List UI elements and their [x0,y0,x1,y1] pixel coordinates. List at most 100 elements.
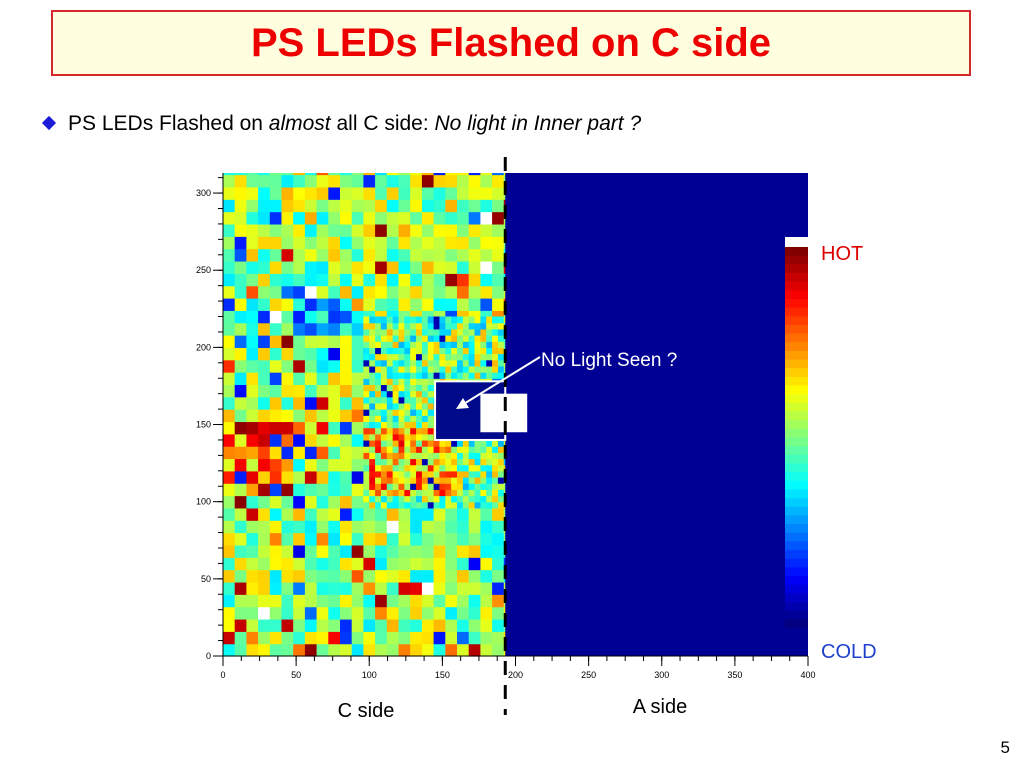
heatmap-cell [281,260,294,274]
heatmap-fine-cell [416,446,423,453]
heatmap-cell [281,174,294,188]
heatmap-cell [410,594,423,608]
heatmap-cell [386,507,400,521]
heatmap-cell [234,581,247,595]
heatmap-cell [281,396,294,410]
heatmap-fine-cell [462,476,470,484]
heatmap-cell [269,618,283,632]
heatmap-fine-cell [421,415,429,423]
y-tick-label: 0 [206,651,211,661]
heatmap-fine-cell [369,341,376,348]
heatmap-fine-cell [468,322,476,330]
heatmap-fine-cell [462,446,470,453]
heatmap-cell [328,409,341,423]
heatmap-cell [258,433,271,447]
heatmap-fine-cell [380,353,388,361]
heatmap-cell [234,433,247,447]
heatmap-fine-cell [421,495,429,503]
heatmap-cell [223,211,236,225]
heatmap-cell [398,557,411,571]
heatmap-cell [293,347,306,361]
heatmap-fine-cell [497,452,505,460]
heatmap-fine-cell [380,495,388,503]
heatmap-cell [223,557,236,571]
heatmap-cell [281,372,294,386]
heatmap-cell [246,199,259,213]
heatmap-cell [328,569,341,583]
heatmap-fine-cell [457,446,464,453]
heatmap-fine-cell [427,427,435,435]
heatmap-fine-cell [451,365,458,373]
heatmap-fine-cell [445,328,452,336]
heatmap-cell [480,618,493,632]
heatmap-cell [398,581,411,595]
heatmap-fine-cell [416,390,423,398]
heatmap-fine-cell [439,483,446,490]
heatmap-fine-cell [486,347,493,355]
heatmap-cell [258,273,271,287]
heatmap-cell [340,643,353,657]
heatmap-fine-cell [380,427,388,435]
heatmap-fine-cell [386,501,394,509]
heatmap-cell [445,297,458,311]
heatmap-cell [281,458,294,472]
heatmap-fine-cell [427,402,435,410]
heatmap-fine-cell [386,341,394,348]
heatmap-cell [351,409,364,423]
heatmap-cell [281,335,294,348]
heatmap-cell [468,594,481,608]
heatmap-cell [340,273,353,287]
heatmap-cell [258,507,271,521]
heatmap-fine-cell [386,365,394,373]
heatmap-fine-cell [503,316,506,324]
heatmap-fine-cell [416,470,423,478]
heatmap-cell [316,446,329,460]
heatmap-fine-cell [363,476,370,484]
x-tick-label: 400 [800,670,815,680]
heatmap-fine-cell [416,427,423,435]
heatmap-cell [258,520,271,534]
heatmap-cell [293,273,306,287]
heatmap-fine-cell [480,476,487,484]
heatmap-fine-cell [404,439,411,447]
heatmap-fine-cell [386,378,394,386]
heatmap-fine-cell [421,501,429,509]
heatmap-fine-cell [433,328,441,336]
heatmap-cell [304,569,318,583]
heatmap-cell [351,544,364,558]
heatmap-cell [281,384,294,398]
heatmap-cell [340,470,353,484]
heatmap-fine-cell [474,372,481,379]
colorbar-step [785,368,808,378]
heatmap-fine-cell [445,372,452,379]
heatmap-fine-cell [451,464,458,472]
heatmap-fine-cell [398,458,405,466]
heatmap-cell [410,581,423,595]
heatmap-cell [457,594,470,608]
heatmap-cell [258,186,271,200]
heatmap-fine-cell [451,476,458,484]
heatmap-fine-cell [433,470,441,478]
heatmap-fine-cell [380,328,388,336]
heatmap-fine-cell [380,372,388,379]
heatmap-cell [269,532,283,546]
heatmap-cell [316,569,329,583]
heatmap-cell [293,631,306,645]
heatmap-cell [398,273,411,287]
heatmap-cell [281,409,294,423]
heatmap-fine-cell [480,452,487,460]
heatmap-cell [492,186,505,200]
heatmap-fine-cell [380,446,388,453]
heatmap-cell [363,297,376,311]
heatmap-cell [316,557,329,571]
heatmap-cell [421,507,435,521]
heatmap-cell [328,260,341,274]
heatmap-cell [223,236,236,250]
heatmap-cell [316,273,329,287]
heatmap-cell [293,483,306,497]
heatmap-cell [398,211,411,225]
heatmap-cell [492,211,505,225]
heatmap-fine-cell [386,439,394,447]
colorbar-step [785,480,808,490]
heatmap-fine-cell [497,322,505,330]
